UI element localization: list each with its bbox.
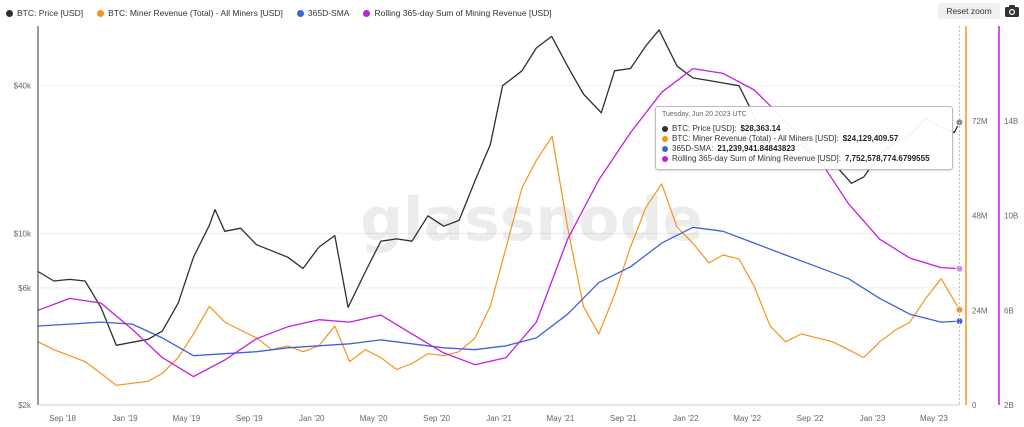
tooltip-value-sma: 21,239,941.84843823	[717, 144, 796, 153]
legend-dot-rolling-sum	[363, 9, 371, 17]
revenue-tick-label: 72M	[972, 117, 988, 126]
tooltip-dot-miner-revenue	[662, 135, 668, 142]
camera-icon[interactable]	[1004, 4, 1020, 18]
tooltip-dot-price	[662, 125, 668, 132]
x-tick-label: Jan '19	[112, 414, 138, 423]
x-tick-label: May '21	[547, 414, 575, 423]
x-tick-label: Jan '20	[299, 414, 325, 423]
tooltip-value-rolling-sum: 7,752,578,774.6799555	[844, 154, 930, 163]
rolling-tick-label: 14B	[1004, 117, 1018, 126]
price-tick-label: $6k	[18, 284, 32, 293]
legend-label-miner-revenue: BTC: Miner Revenue (Total) - All Miners …	[108, 8, 283, 18]
legend-item-sma[interactable]: 365D-SMA	[296, 8, 350, 18]
reset-zoom-button[interactable]: Reset zoom	[938, 3, 1000, 19]
legend-label-price: BTC: Price [USD]	[17, 8, 84, 18]
hover-markers	[955, 26, 964, 405]
series-line-2	[37, 226, 960, 357]
chart-tooltip: Tuesday, Jun 20 2023 UTC BTC: Price [USD…	[655, 106, 953, 170]
tooltip-label-price: BTC: Price [USD]:	[672, 124, 737, 133]
revenue-tick-label: 24M	[972, 306, 988, 315]
legend-dot-miner-revenue	[97, 9, 105, 17]
tooltip-label-rolling-sum: Rolling 365-day Sum of Mining Revenue [U…	[672, 154, 841, 163]
legend-label-rolling-sum: Rolling 365-day Sum of Mining Revenue [U…	[374, 8, 552, 18]
rolling-tick-label: 10B	[1004, 212, 1018, 221]
x-tick-label: Jan '22	[673, 414, 699, 423]
tooltip-row-miner-revenue: BTC: Miner Revenue (Total) - All Miners …	[662, 134, 898, 143]
legend-dot-sma	[296, 9, 304, 17]
tooltip-date: Tuesday, Jun 20 2023 UTC	[662, 111, 747, 118]
tooltip-label-miner-revenue: BTC: Miner Revenue (Total) - All Miners …	[672, 134, 839, 143]
tooltip-dot-sma	[662, 145, 668, 152]
tooltip-dot-rolling-sum	[662, 155, 668, 162]
rolling-tick-label: 2B	[1004, 401, 1014, 410]
price-tick-label: $2k	[18, 401, 32, 410]
x-tick-label: Sep '20	[423, 414, 450, 423]
tooltip-row-price: BTC: Price [USD]: $28,363.14	[662, 124, 781, 133]
legend-dot-price	[6, 9, 13, 17]
x-tick-label: May '22	[733, 414, 761, 423]
x-tick-label: Jan '23	[860, 414, 886, 423]
x-tick-label: May '23	[920, 414, 948, 423]
x-tick-label: May '20	[360, 414, 388, 423]
revenue-tick-label: 0	[972, 401, 977, 410]
tooltip-row-rolling-sum: Rolling 365-day Sum of Mining Revenue [U…	[662, 154, 930, 163]
axes-layer: $2k $6k $10k $40k 0 24M 48M 72M 2B 6B 10B 14B Sep '1…	[14, 26, 1018, 423]
chart-legend: BTC: Price [USD] BTC: Miner Revenue (Tot…	[6, 6, 552, 20]
tooltip-row-sma: 365D-SMA: 21,239,941.84843823	[662, 144, 795, 153]
legend-item-miner-revenue[interactable]: BTC: Miner Revenue (Total) - All Miners …	[97, 8, 283, 18]
hover-marker-3	[955, 264, 964, 273]
x-tick-label: Sep '18	[49, 414, 76, 423]
x-tick-label: May '19	[172, 414, 200, 423]
x-tick-label: Sep '22	[797, 414, 824, 423]
watermark-text: glassnode	[360, 185, 703, 255]
x-tick-label: Sep '21	[610, 414, 637, 423]
tooltip-label-sma: 365D-SMA:	[672, 144, 714, 153]
price-tick-label: $10k	[14, 229, 32, 238]
x-tick-label: Sep '19	[236, 414, 263, 423]
tooltip-value-miner-revenue: $24,129,409.57	[842, 134, 899, 143]
tooltip-value-price: $28,363.14	[740, 124, 781, 133]
rolling-tick-label: 6B	[1004, 306, 1014, 315]
revenue-tick-label: 48M	[972, 212, 988, 221]
legend-item-rolling-sum[interactable]: Rolling 365-day Sum of Mining Revenue [U…	[363, 8, 552, 18]
hover-marker-2	[955, 317, 964, 326]
x-tick-label: Jan '21	[486, 414, 512, 423]
price-tick-label: $40k	[14, 82, 32, 91]
series-line-1	[37, 135, 961, 386]
legend-label-sma: 365D-SMA	[307, 8, 350, 18]
legend-item-price[interactable]: BTC: Price [USD]	[6, 8, 83, 18]
